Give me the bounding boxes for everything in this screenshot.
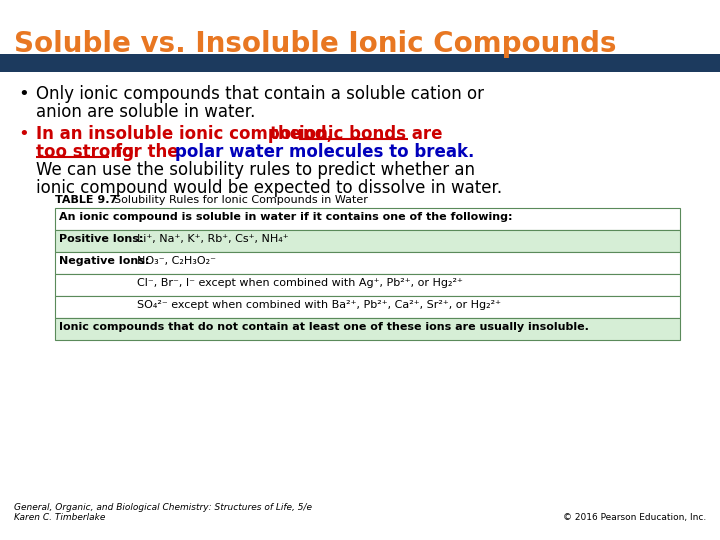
Text: Only ionic compounds that contain a soluble cation or: Only ionic compounds that contain a solu…	[36, 85, 484, 103]
Text: An ionic compound is soluble in water if it contains one of the following:: An ionic compound is soluble in water if…	[59, 212, 513, 222]
Text: Positive Ions:: Positive Ions:	[59, 234, 143, 244]
Text: Negative Ions:: Negative Ions:	[59, 256, 149, 266]
Text: NO₃⁻, C₂H₃O₂⁻: NO₃⁻, C₂H₃O₂⁻	[137, 256, 216, 266]
Text: for the: for the	[109, 143, 184, 161]
Bar	[55, 230, 680, 252]
Bar	[55, 296, 680, 318]
Text: © 2016 Pearson Education, Inc.: © 2016 Pearson Education, Inc.	[563, 513, 706, 522]
Text: Li⁺, Na⁺, K⁺, Rb⁺, Cs⁺, NH₄⁺: Li⁺, Na⁺, K⁺, Rb⁺, Cs⁺, NH₄⁺	[137, 234, 289, 244]
Text: ionic bonds are: ionic bonds are	[299, 125, 442, 143]
Text: Solubility Rules for Ionic Compounds in Water: Solubility Rules for Ionic Compounds in …	[107, 195, 368, 205]
Text: In an insoluble ionic compound,: In an insoluble ionic compound,	[36, 125, 338, 143]
Text: polar water molecules to break.: polar water molecules to break.	[175, 143, 474, 161]
Bar	[55, 252, 680, 274]
Text: General, Organic, and Biological Chemistry: Structures of Life, 5/e
Karen C. Tim: General, Organic, and Biological Chemist…	[14, 503, 312, 522]
Bar	[55, 318, 680, 340]
Text: •: •	[18, 85, 29, 103]
Bar	[0, 54, 720, 72]
Bar	[55, 208, 680, 230]
Text: the: the	[269, 125, 307, 143]
Text: •: •	[18, 125, 29, 143]
Text: We can use the solubility rules to predict whether an: We can use the solubility rules to predi…	[36, 161, 475, 179]
Text: Ionic compounds that do not contain at least one of these ions are usually insol: Ionic compounds that do not contain at l…	[59, 322, 589, 332]
Text: TABLE 9.7: TABLE 9.7	[55, 195, 117, 205]
Text: too strong: too strong	[36, 143, 134, 161]
Text: Cl⁻, Br⁻, I⁻ except when combined with Ag⁺, Pb²⁺, or Hg₂²⁺: Cl⁻, Br⁻, I⁻ except when combined with A…	[137, 278, 463, 288]
Text: anion are soluble in water.: anion are soluble in water.	[36, 103, 256, 121]
Text: SO₄²⁻ except when combined with Ba²⁺, Pb²⁺, Ca²⁺, Sr²⁺, or Hg₂²⁺: SO₄²⁻ except when combined with Ba²⁺, Pb…	[137, 300, 501, 310]
Text: ionic compound would be expected to dissolve in water.: ionic compound would be expected to diss…	[36, 179, 502, 197]
Bar	[55, 274, 680, 296]
Text: Soluble vs. Insoluble Ionic Compounds: Soluble vs. Insoluble Ionic Compounds	[14, 30, 616, 58]
